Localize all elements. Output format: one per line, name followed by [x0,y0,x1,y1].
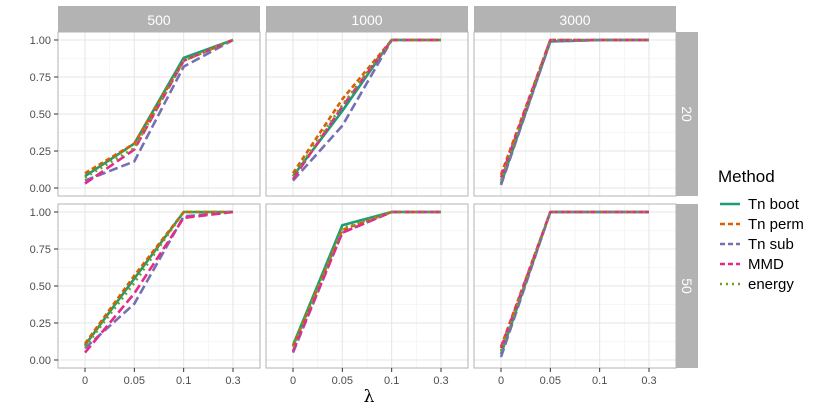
x-tick-label: 0 [498,375,504,387]
y-tick-label: 0.75 [30,244,51,256]
legend-label: Tn boot [748,196,800,213]
x-tick-label: 0 [82,375,88,387]
legend-label: MMD [748,256,784,273]
y-tick-label: 0.50 [30,281,51,293]
y-tick-label: 0.00 [30,183,51,195]
y-tick-label: 0.25 [30,318,51,330]
facet-strip-row [676,32,698,196]
y-tick-label: 1.00 [30,35,51,47]
series-line-energy [499,210,649,352]
x-tick-label: 0.3 [225,375,240,387]
series-line-energy [291,210,441,348]
facet-strip-column [266,6,468,32]
legend-label: energy [748,276,794,293]
x-tick-label: 0.05 [124,375,145,387]
legend-label: Tn sub [748,236,794,253]
facet-strip-row [676,204,698,368]
series-line-tn-perm [291,38,441,174]
facet-row-label: 20 [679,106,695,122]
y-tick-label: 0.25 [30,146,51,158]
y-tick-label: 1.00 [30,207,51,219]
x-tick-label: 0 [290,375,296,387]
legend-title: Method [718,167,775,186]
series-line-mmd [84,210,234,354]
x-tick-label: 0.1 [592,375,607,387]
series-line-energy [291,38,441,177]
legend-label: Tn perm [748,216,804,233]
series-line-tn-perm [83,210,233,345]
series-line-mmd [84,38,234,185]
panel-border [473,203,677,369]
x-tick-label: 0.3 [433,375,448,387]
panel-border [473,31,677,197]
x-tick-label: 0.05 [332,375,353,387]
series-line-tn-sub [84,210,234,350]
x-axis-title: λ [364,387,375,407]
facet-row-label: 50 [679,278,695,294]
y-tick-label: 0.75 [30,72,51,84]
x-tick-label: 0.1 [384,375,399,387]
facet-column-label: 3000 [559,12,590,28]
x-tick-label: 0.1 [176,375,191,387]
panel-border [265,203,469,369]
series-line-mmd [499,210,649,349]
y-tick-label: 0.00 [30,355,51,367]
series-line-energy [499,38,649,182]
series-line-tn-sub [84,38,234,182]
series-line-mmd [499,38,649,179]
facet-column-label: 500 [147,12,171,28]
y-tick-label: 0.50 [30,109,51,121]
facet-strip-column [474,6,676,32]
x-tick-label: 0.3 [641,375,656,387]
series-line-tn-sub [291,210,441,354]
facet-strip-column [58,6,260,32]
panel-border [265,31,469,197]
facet-column-label: 1000 [351,12,382,28]
x-tick-label: 0.05 [540,375,561,387]
